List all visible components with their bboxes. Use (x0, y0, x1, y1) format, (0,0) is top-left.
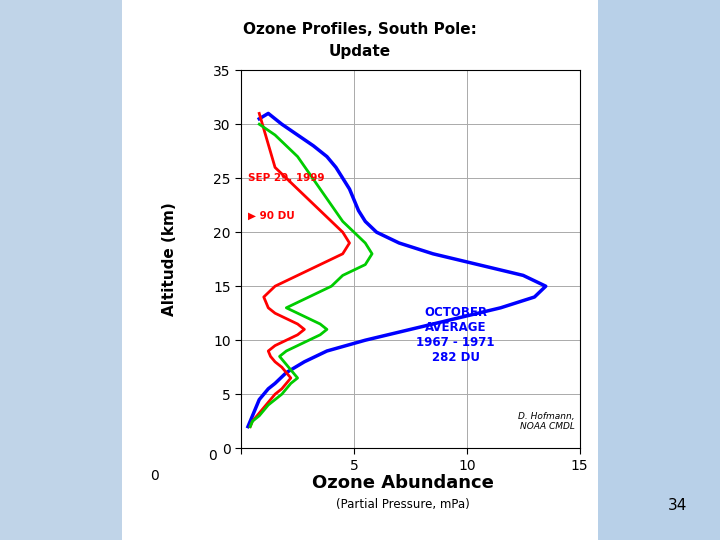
Text: 0: 0 (150, 469, 159, 483)
Bar (598, 0, 720, 540)
Bar (122, 0, 598, 540)
Text: 0: 0 (208, 449, 217, 463)
Text: D. Hofmann,
NOAA CMDL: D. Hofmann, NOAA CMDL (518, 411, 575, 431)
Text: (Partial Pressure, mPa): (Partial Pressure, mPa) (336, 498, 470, 511)
Bar (0, 0, 122, 540)
Text: Ozone Abundance: Ozone Abundance (312, 474, 494, 492)
Text: SEP 29, 1999: SEP 29, 1999 (248, 173, 325, 183)
Text: OCTOBER
AVERAGE
1967 - 1971
282 DU: OCTOBER AVERAGE 1967 - 1971 282 DU (416, 306, 495, 364)
Text: Update: Update (329, 44, 391, 59)
Text: Ozone Profiles, South Pole:: Ozone Profiles, South Pole: (243, 22, 477, 37)
Text: ▶ 90 DU: ▶ 90 DU (248, 211, 294, 221)
Text: Altitude (km): Altitude (km) (162, 202, 176, 316)
Text: 34: 34 (668, 498, 688, 513)
